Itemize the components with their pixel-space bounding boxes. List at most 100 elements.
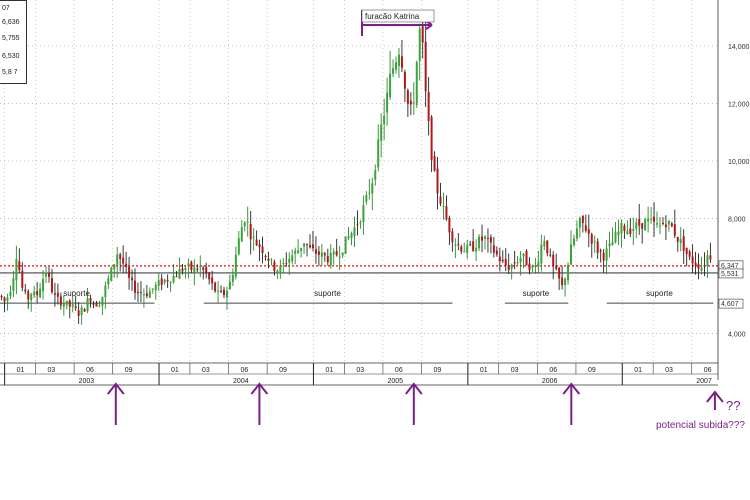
- candle-body: [231, 274, 234, 282]
- grid-layer: [0, 0, 718, 362]
- candle-body: [486, 238, 489, 240]
- x-month-label: 01: [171, 367, 179, 374]
- candle-body: [314, 249, 317, 254]
- candle-body: [575, 228, 578, 239]
- candle-body: [623, 225, 626, 232]
- candle-body: [196, 268, 199, 270]
- candle-body: [513, 262, 516, 264]
- candle-body: [356, 224, 359, 226]
- candle-body: [145, 293, 148, 297]
- candle-body: [567, 264, 570, 281]
- line-layer: [0, 265, 718, 304]
- candle-body: [495, 250, 498, 255]
- candle-body: [166, 279, 169, 282]
- candle-body: [317, 251, 320, 255]
- candle-body: [228, 281, 231, 290]
- candle-body: [697, 264, 700, 269]
- candle-body: [700, 267, 703, 271]
- candle-body: [706, 255, 709, 267]
- candle-body: [377, 139, 380, 168]
- candle-body: [202, 267, 205, 270]
- candle-body: [641, 223, 644, 229]
- candle-body: [252, 236, 255, 238]
- candle-body: [56, 292, 59, 297]
- candle-body: [163, 279, 166, 283]
- candle-body: [709, 255, 712, 260]
- candle-body: [658, 225, 661, 227]
- reference-value-label: 6,347: [721, 263, 739, 270]
- candle-body: [0, 295, 3, 298]
- legend-item: 6,530: [2, 53, 20, 60]
- candle-body: [264, 256, 267, 258]
- candle-body: [300, 247, 303, 251]
- candle-body: [688, 251, 691, 257]
- candle-body: [33, 291, 36, 296]
- price-value-label: 5,531: [721, 271, 739, 278]
- candle-body: [430, 116, 433, 160]
- candle-body: [273, 261, 276, 272]
- candle-body: [350, 233, 353, 238]
- x-month-label: 06: [549, 367, 557, 374]
- candle-body: [650, 218, 653, 220]
- candle-body: [267, 258, 270, 261]
- candle-body: [540, 244, 543, 264]
- candle-body: [620, 222, 623, 234]
- candle-body: [392, 68, 395, 74]
- candle-body: [353, 227, 356, 237]
- candle-body: [24, 289, 27, 292]
- candle-body: [528, 263, 531, 271]
- candle-body: [611, 242, 614, 246]
- candle-body: [522, 253, 525, 257]
- x-month-label: 06: [704, 367, 712, 374]
- candle-body: [409, 100, 412, 105]
- x-month-label: 06: [395, 367, 403, 374]
- y-tick-label: 8,000: [728, 216, 746, 223]
- candle-body: [578, 217, 581, 228]
- x-month-label: 01: [480, 367, 488, 374]
- candle-body: [282, 263, 285, 265]
- candle-body: [519, 257, 522, 263]
- candle-body: [362, 205, 365, 223]
- candle-body: [433, 156, 436, 171]
- candle-body: [15, 259, 18, 281]
- candle-body: [71, 304, 74, 307]
- x-month-label: 03: [48, 367, 56, 374]
- candle-body: [593, 241, 596, 243]
- candle-body: [240, 227, 243, 242]
- candle-body: [258, 244, 261, 248]
- arrow-head: [706, 390, 724, 403]
- candle-body: [504, 259, 507, 266]
- x-month-label: 09: [588, 367, 596, 374]
- candle-body: [36, 291, 39, 296]
- candle-body: [148, 291, 151, 298]
- candle-body: [673, 224, 676, 236]
- candle-body: [475, 247, 478, 252]
- y-tick-label: 4,000: [728, 331, 746, 338]
- candle-body: [154, 284, 157, 291]
- candle-body: [119, 254, 122, 259]
- support-value-label: 4,607: [721, 301, 739, 308]
- support-label: suporte: [646, 289, 673, 298]
- candle-body: [629, 228, 632, 235]
- candle-body: [68, 300, 71, 307]
- candle-body: [617, 231, 620, 236]
- candle-body: [246, 221, 249, 223]
- candle-body: [53, 293, 56, 295]
- candle-body: [510, 264, 513, 269]
- candle-body: [537, 261, 540, 267]
- potential-rise-label: potencial subida???: [656, 420, 745, 431]
- candle-body: [214, 282, 217, 292]
- candle-body: [45, 272, 48, 277]
- candle-body: [181, 268, 184, 272]
- candle-body: [501, 259, 504, 262]
- candle-body: [27, 291, 30, 300]
- candle-body: [463, 251, 466, 253]
- candle-body: [424, 41, 427, 92]
- candle-body: [546, 240, 549, 254]
- y-tick-label: 10,000: [728, 159, 750, 166]
- candle-body: [309, 245, 312, 248]
- candle-body: [9, 291, 12, 297]
- candle-body: [635, 222, 638, 229]
- candle-body: [104, 285, 107, 298]
- candle-body: [169, 282, 172, 284]
